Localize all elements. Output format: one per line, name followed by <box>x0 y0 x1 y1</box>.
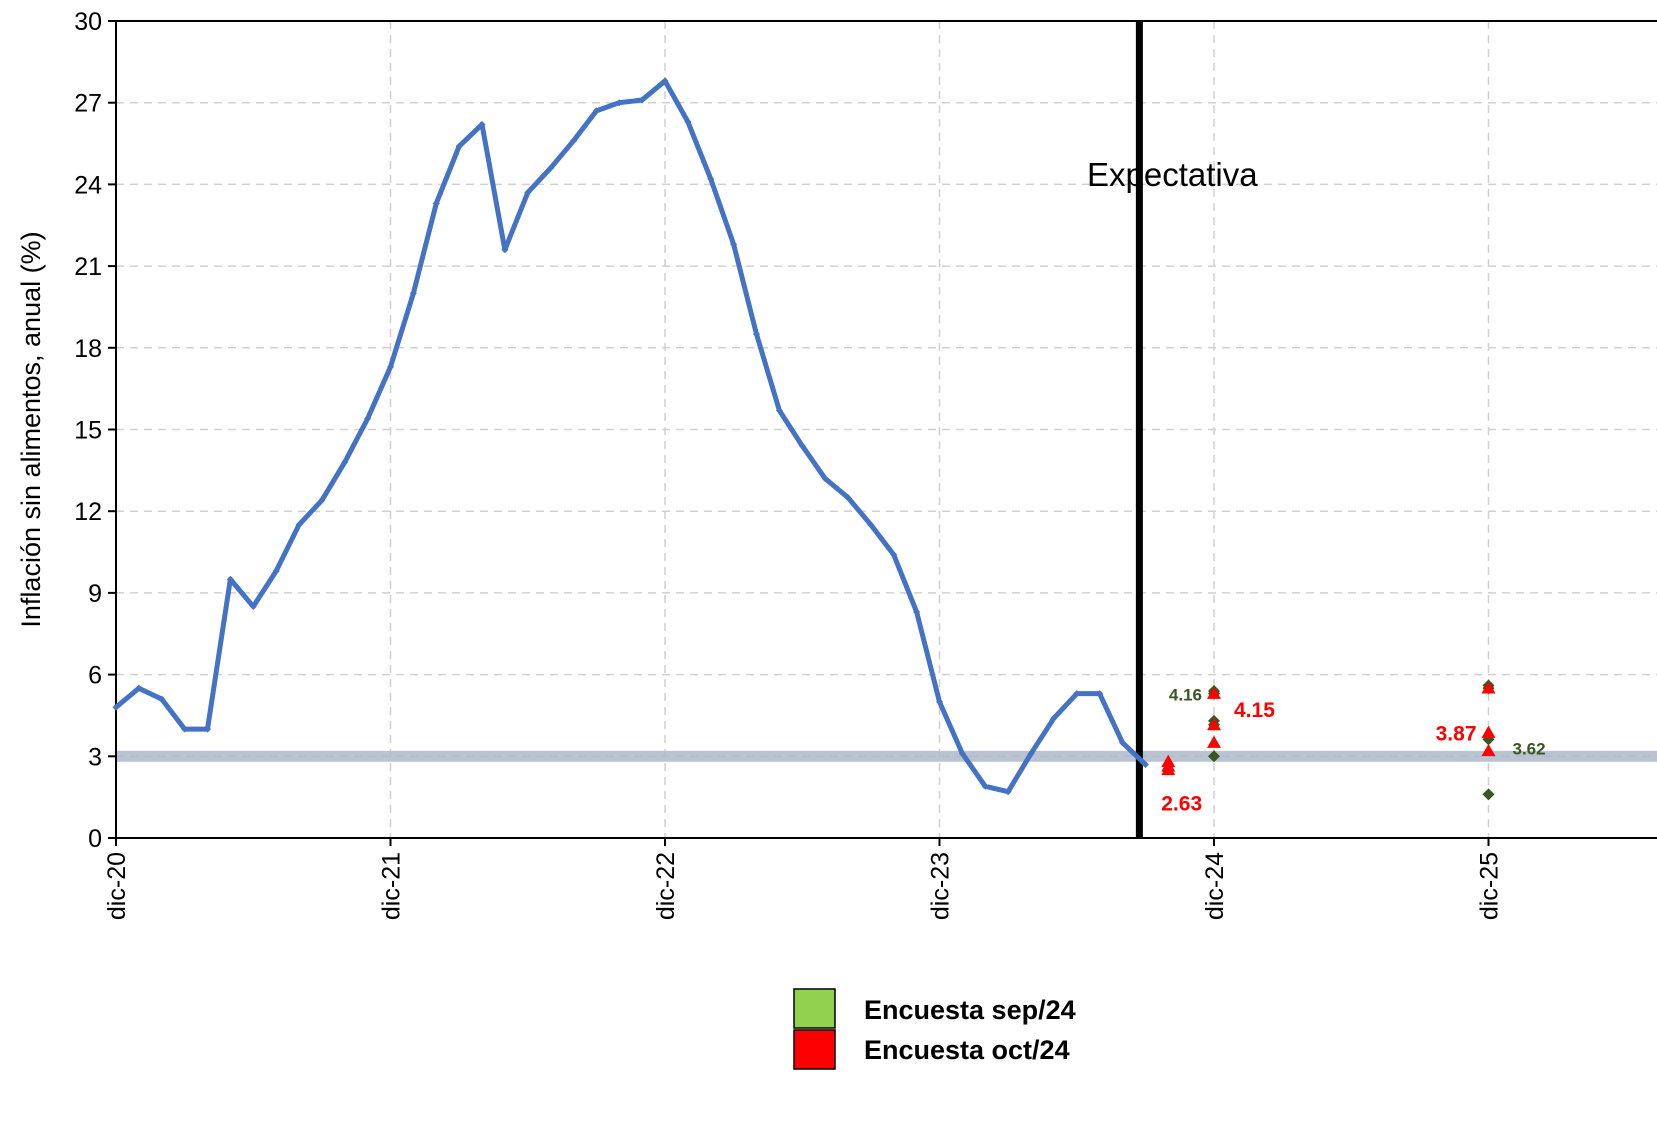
history-point <box>295 521 303 529</box>
history-point <box>1096 690 1104 698</box>
history-point <box>867 521 875 529</box>
history-point <box>890 551 898 559</box>
history-point <box>821 475 829 483</box>
x-tick-label: dic-20 <box>103 852 131 920</box>
survey-oct-point <box>1207 717 1221 731</box>
x-tick-labels: dic-20 dic-21 dic-22 dic-23 dic-24 dic-25 <box>103 838 1504 920</box>
history-point <box>753 330 760 338</box>
history-point <box>1027 750 1035 758</box>
y-tick-label: 27 <box>74 90 102 118</box>
history-point <box>364 415 372 423</box>
data-label: 3.62 <box>1513 739 1546 758</box>
history-point <box>844 494 852 502</box>
history-point <box>981 782 989 790</box>
history-point <box>707 175 715 183</box>
grid <box>116 20 1657 838</box>
history-point <box>775 406 783 414</box>
history-point <box>1073 690 1081 698</box>
legend-label-sep: Encuesta sep/24 <box>864 995 1076 1025</box>
history-point <box>615 99 623 107</box>
history-point <box>547 164 555 172</box>
history-point <box>318 496 326 504</box>
history-point <box>478 120 486 128</box>
survey-sep-point <box>1482 788 1495 801</box>
history-point <box>112 703 120 711</box>
y-axis-label: Inflación sin alimentos, anual (%) <box>16 231 46 627</box>
history-point <box>341 458 349 466</box>
history-series <box>112 77 1149 796</box>
data-label: 4.16 <box>1169 686 1202 705</box>
history-point <box>958 750 966 758</box>
survey-oct-point <box>1207 735 1221 748</box>
y-tick-label: 0 <box>88 825 102 853</box>
x-tick-label: dic-21 <box>378 852 406 920</box>
y-tick-label: 6 <box>88 662 102 690</box>
history-point <box>1141 760 1149 768</box>
history-point <box>592 107 600 115</box>
survey-oct-point <box>1207 686 1221 699</box>
history-point <box>524 189 532 197</box>
y-tick-label: 9 <box>88 580 102 608</box>
expectativa-annotation: Expectativa <box>1087 156 1258 193</box>
history-point <box>936 698 943 706</box>
history-point <box>1050 714 1058 722</box>
history-point <box>501 246 509 254</box>
y-tick-label: 24 <box>74 171 102 199</box>
history-point <box>684 118 692 126</box>
legend-swatch-oct <box>793 1029 836 1070</box>
history-point <box>272 567 280 575</box>
legend: Encuesta sep/24 Encuesta oct/24 <box>793 988 1076 1070</box>
legend-swatch-sep <box>793 988 836 1029</box>
y-tick-label: 18 <box>74 335 102 363</box>
history-point <box>1119 739 1126 747</box>
survey-sep-point <box>1208 750 1220 763</box>
data-labels: 4.16 4.15 2.63 3.87 3.62 <box>1161 686 1545 816</box>
x-tick-label: dic-25 <box>1476 852 1504 920</box>
legend-label-oct: Encuesta oct/24 <box>864 1035 1070 1065</box>
history-point <box>661 77 669 85</box>
x-tick-label: dic-23 <box>927 852 955 920</box>
history-point <box>249 603 257 611</box>
history-point <box>226 575 234 583</box>
history-point <box>570 137 577 145</box>
history-point <box>387 363 394 371</box>
y-tick-label: 21 <box>74 253 102 281</box>
history-point <box>432 199 440 207</box>
history-line <box>114 78 1148 795</box>
y-tick-label: 12 <box>74 498 102 526</box>
history-point <box>204 725 211 733</box>
history-point <box>135 684 143 692</box>
history-point <box>181 725 189 733</box>
history-point <box>158 695 166 703</box>
survey-oct-series <box>1161 681 1496 776</box>
history-point <box>455 142 463 150</box>
history-point <box>638 96 646 104</box>
x-tick-label: dic-22 <box>652 852 680 920</box>
history-point <box>913 608 921 616</box>
history-point <box>1004 788 1012 796</box>
data-label: 3.87 <box>1436 723 1477 746</box>
y-tick-label: 15 <box>74 417 102 445</box>
target-band <box>116 750 1657 762</box>
survey-oct-point <box>1481 681 1496 694</box>
y-tick-label: 3 <box>88 743 102 771</box>
history-point <box>730 240 738 248</box>
y-tick-labels: 0 3 6 9 12 15 18 21 24 27 30 <box>74 8 116 853</box>
survey-oct-point <box>1481 743 1496 757</box>
data-label: 2.63 <box>1161 792 1202 815</box>
data-label: 4.15 <box>1234 699 1275 722</box>
history-point <box>409 289 417 297</box>
history-point <box>798 442 806 450</box>
y-tick-label: 30 <box>74 8 102 36</box>
x-tick-label: dic-24 <box>1201 852 1229 920</box>
survey-oct-point <box>1161 762 1176 776</box>
survey-oct-point <box>1481 725 1496 738</box>
